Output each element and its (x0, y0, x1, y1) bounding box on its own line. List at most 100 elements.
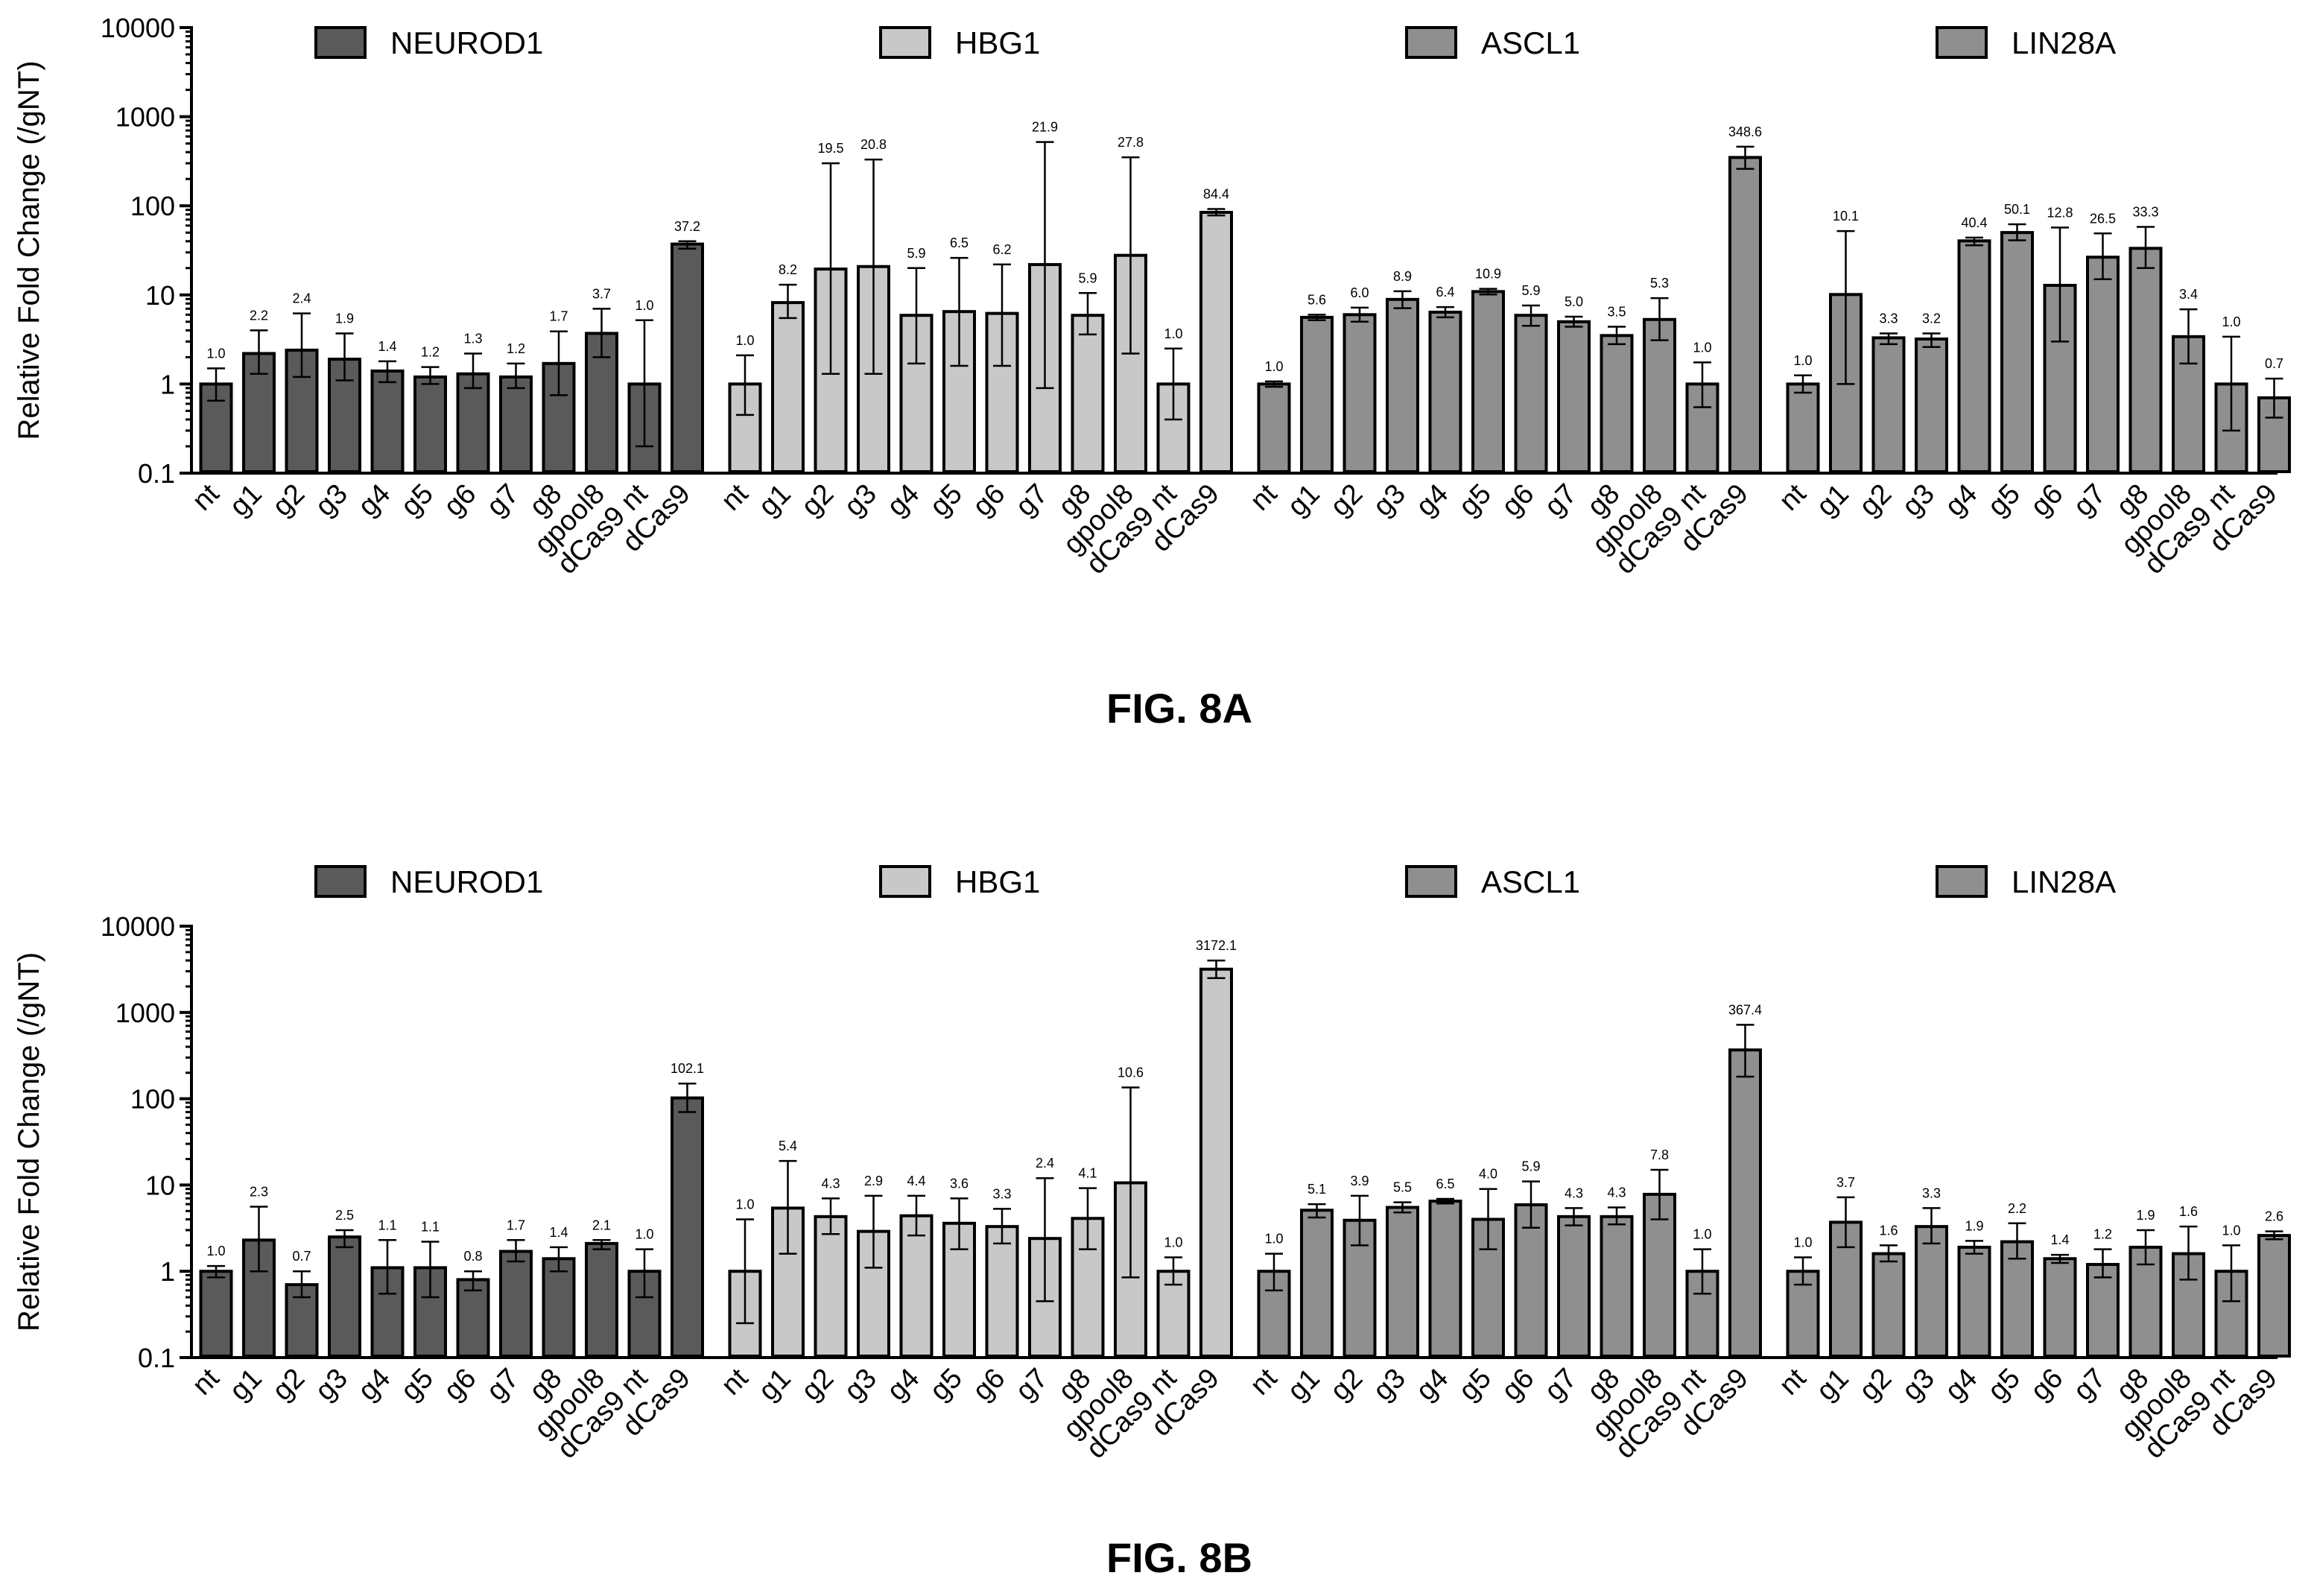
data-label: 5.6 (1307, 292, 1326, 307)
x-tick-label: nt (186, 1362, 225, 1401)
x-tick-label: g5 (395, 478, 440, 523)
x-tick-label: g3 (838, 1363, 883, 1407)
data-label: 1.9 (1965, 1218, 1983, 1233)
data-label: 1.0 (735, 1197, 754, 1212)
data-label: 1.9 (335, 311, 354, 326)
y-axis-label: Relative Fold Change (/gNT) (13, 60, 45, 440)
legend-swatch (879, 26, 931, 59)
data-label: 26.5 (2090, 211, 2116, 226)
x-tick-label: g5 (924, 478, 969, 523)
data-label: 1.0 (635, 1227, 653, 1242)
data-label: 1.3 (463, 331, 482, 346)
bar (2086, 256, 2120, 473)
x-tick-label: g3 (1896, 478, 1941, 523)
x-tick-label: g2 (267, 478, 311, 523)
data-label: 10.1 (1833, 209, 1859, 224)
bar (1071, 314, 1105, 473)
x-tick-label: g6 (438, 478, 483, 523)
data-label: 4.3 (1607, 1185, 1626, 1200)
x-tick-label: g5 (1982, 478, 2026, 523)
y-tick-label: 1 (160, 369, 175, 399)
x-tick-label: g1 (1810, 1363, 1855, 1407)
bar (1471, 290, 1505, 473)
data-label: 1.0 (1693, 340, 1711, 355)
data-label: 1.0 (2222, 1223, 2240, 1238)
data-label: 4.3 (1565, 1185, 1583, 1200)
data-label: 1.2 (507, 341, 525, 356)
data-label: 4.3 (821, 1176, 840, 1191)
bar (899, 1214, 933, 1358)
bar (1957, 239, 1991, 473)
bar (1300, 315, 1334, 473)
legend-swatch (314, 865, 367, 898)
data-label: 102.1 (671, 1061, 704, 1076)
data-label: 2.4 (1036, 1156, 1054, 1171)
data-label: 3.6 (950, 1176, 969, 1191)
data-label: 2.2 (250, 308, 268, 323)
data-label: 27.8 (1118, 135, 1144, 150)
data-label: 6.0 (1350, 285, 1369, 300)
data-label: 5.1 (1307, 1182, 1326, 1197)
y-tick-label: 1 (160, 1256, 175, 1287)
data-label: 1.2 (2093, 1227, 2112, 1242)
bar (499, 375, 533, 474)
bar (1386, 1206, 1419, 1358)
x-tick-label: g1 (1281, 1363, 1326, 1407)
data-label: 10.9 (1475, 267, 1501, 282)
bar (542, 1257, 576, 1358)
bar (328, 1235, 361, 1358)
bar (1257, 382, 1291, 474)
bar (2086, 1263, 2120, 1358)
x-tick-label: g1 (1281, 478, 1326, 523)
data-label: 20.8 (860, 137, 887, 152)
y-tick-label: 0.1 (138, 1343, 175, 1373)
x-tick-label: nt (715, 1362, 754, 1401)
data-label: 1.0 (1264, 359, 1283, 374)
x-tick-label: g7 (1538, 478, 1583, 523)
data-label: 2.3 (250, 1185, 268, 1200)
x-tick-label: g3 (1367, 1363, 1412, 1407)
data-label: 3.3 (992, 1186, 1011, 1201)
bar (1643, 1192, 1676, 1358)
data-label: 3172.1 (1196, 938, 1237, 953)
bar (499, 1250, 533, 1358)
bar (1199, 211, 1233, 473)
data-label: 4.0 (1479, 1167, 1497, 1182)
bar (585, 1241, 618, 1358)
legend-label: HBG1 (955, 864, 1040, 899)
bar (1728, 156, 1762, 473)
x-tick-label: g7 (481, 1363, 525, 1407)
y-tick-label: 10 (145, 280, 175, 311)
data-label: 6.5 (1436, 1177, 1454, 1191)
data-label: 1.0 (1264, 1232, 1283, 1247)
bar (1514, 314, 1548, 473)
data-label: 1.1 (378, 1217, 396, 1232)
bar (1871, 1252, 1906, 1358)
legend-label: LIN28A (2012, 864, 2116, 899)
data-label: 1.7 (549, 309, 568, 324)
data-label: 5.4 (779, 1139, 797, 1153)
data-label: 1.0 (1164, 326, 1182, 341)
bar (1343, 313, 1377, 473)
panel-fig-8a: 0.1 1 10 100 1000 10000 Relative Fold Change (… (13, 13, 2291, 732)
bar (814, 1215, 848, 1358)
legend-label: NEUROD1 (390, 864, 543, 899)
data-label: 1.6 (2179, 1204, 2198, 1219)
data-label: 3.3 (1922, 1185, 1941, 1200)
x-tick-label: nt (715, 478, 754, 516)
data-label: 2.2 (2008, 1201, 2026, 1216)
x-tick-label: g3 (309, 478, 354, 523)
legend-swatch (314, 26, 367, 59)
data-label: 6.5 (950, 235, 969, 250)
x-tick-label: nt (1773, 1362, 1812, 1401)
x-tick-label: g1 (752, 478, 797, 523)
bar (1957, 1245, 1991, 1358)
bar (1514, 1203, 1548, 1358)
panel-fig-8b: 0.1 1 10 100 1000 10000 Relative Fold Change (… (13, 864, 2291, 1581)
data-label: 84.4 (1203, 187, 1229, 202)
bar (1728, 1048, 1762, 1358)
data-label: 1.1 (421, 1220, 440, 1235)
bar (1386, 297, 1419, 474)
x-tick-label: g2 (796, 1363, 840, 1407)
bar (413, 375, 447, 474)
